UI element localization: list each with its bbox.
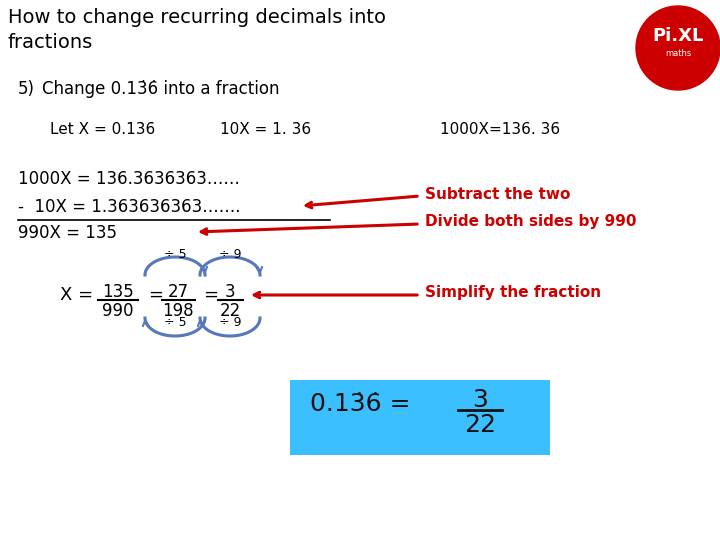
Text: 990X = 135: 990X = 135 xyxy=(18,224,117,242)
Text: Let X = 0.13̇6̇: Let X = 0.13̇6̇ xyxy=(50,122,156,137)
Text: 22: 22 xyxy=(464,413,496,437)
Text: 27: 27 xyxy=(168,283,189,301)
Text: How to change recurring decimals into: How to change recurring decimals into xyxy=(8,8,386,27)
Text: Simplify the fraction: Simplify the fraction xyxy=(425,285,601,300)
FancyBboxPatch shape xyxy=(290,380,550,455)
Text: 1000X = 136.3636363……: 1000X = 136.3636363…… xyxy=(18,170,240,188)
Text: ÷ 5: ÷ 5 xyxy=(163,316,186,329)
Text: 135: 135 xyxy=(102,283,134,301)
Text: 22: 22 xyxy=(220,302,240,320)
Text: 0.13̇6̇ =: 0.13̇6̇ = xyxy=(310,392,410,416)
Text: 10X = 1. 3̇6̇: 10X = 1. 3̇6̇ xyxy=(220,122,311,137)
Text: Pi.XL: Pi.XL xyxy=(652,27,703,45)
Text: 5): 5) xyxy=(18,80,35,98)
Text: Change 0.13̇6̇ into a fraction: Change 0.13̇6̇ into a fraction xyxy=(42,80,279,98)
Text: 990: 990 xyxy=(102,302,134,320)
Text: maths: maths xyxy=(665,49,691,57)
Text: 198: 198 xyxy=(162,302,194,320)
Text: Divide both sides by 990: Divide both sides by 990 xyxy=(425,214,636,229)
Text: 3: 3 xyxy=(472,388,488,412)
Text: ÷ 9: ÷ 9 xyxy=(219,316,241,329)
Text: -  10X = 1.363636363…….: - 10X = 1.363636363……. xyxy=(18,198,240,216)
Text: ÷ 9: ÷ 9 xyxy=(219,248,241,261)
Text: fractions: fractions xyxy=(8,33,94,52)
Text: ÷ 5: ÷ 5 xyxy=(163,248,186,261)
Text: =: = xyxy=(203,286,218,304)
Text: 3: 3 xyxy=(225,283,235,301)
Text: =: = xyxy=(148,286,163,304)
Circle shape xyxy=(636,6,720,90)
Text: X =: X = xyxy=(60,286,93,304)
Text: Subtract the two: Subtract the two xyxy=(425,187,570,202)
Text: 1000X=136. 3̇6̇: 1000X=136. 3̇6̇ xyxy=(440,122,560,137)
